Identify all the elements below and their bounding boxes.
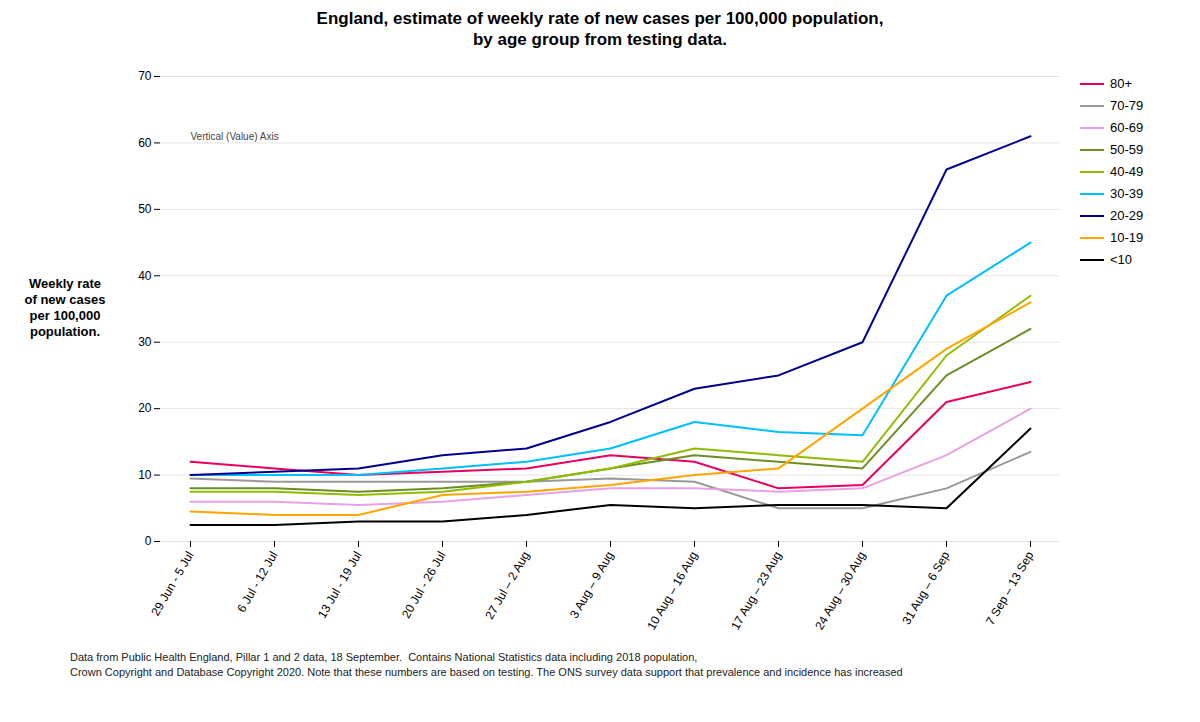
svg-text:10 Aug – 16 Aug: 10 Aug – 16 Aug [644,549,700,632]
svg-text:3 Aug – 9 Aug: 3 Aug – 9 Aug [567,549,616,621]
html-text:Weekly rate of new cases per 1: Weekly rate of new cases per 100,000 pop… [24,276,106,339]
svg-text:27 Jul – 2 Aug: 27 Jul – 2 Aug [482,549,532,622]
svg-text:6 Jul - 12 Jul: 6 Jul - 12 Jul [234,549,280,615]
html-text:60-69: 60-69 [1110,120,1144,135]
svg-text:24 Aug – 30 Aug: 24 Aug – 30 Aug [812,549,868,632]
svg-text:40: 40 [138,269,152,283]
svg-text:20 Jul - 26 Jul: 20 Jul - 26 Jul [399,549,448,621]
svg-text:30: 30 [138,335,152,349]
svg-text:20: 20 [138,401,152,415]
svg-text:60: 60 [138,136,152,150]
svg-text:31 Aug – 6 Sep: 31 Aug – 6 Sep [899,549,952,627]
html-text:England, estimate of weekly ra: England, estimate of weekly rate of new … [316,9,884,49]
html-text:70-79: 70-79 [1110,98,1144,113]
svg-text:29 Jun - 5 Jul: 29 Jun - 5 Jul [148,549,196,618]
svg-text:7 Sep – 13 Sep: 7 Sep – 13 Sep [983,549,1037,628]
svg-text:70: 70 [138,69,152,83]
svg-text:13 Jul - 19 Jul: 13 Jul - 19 Jul [315,549,364,621]
svg-text:Vertical (Value) Axis: Vertical (Value) Axis [191,131,279,142]
html-text:40-49: 40-49 [1110,164,1144,179]
html-text:80+: 80+ [1110,76,1133,91]
svg-text:0: 0 [145,534,152,548]
svg-text:10: 10 [138,468,152,482]
svg-text:50: 50 [138,202,152,216]
svg-text:17 Aug – 23 Aug: 17 Aug – 23 Aug [728,549,784,632]
html-text:20-29: 20-29 [1110,208,1144,223]
html-text:Crown Copyright and Database C: Crown Copyright and Database Copyright 2… [70,666,903,678]
html-text:50-59: 50-59 [1110,142,1144,157]
html-text:30-39: 30-39 [1110,186,1144,201]
html-text:10-19: 10-19 [1110,230,1144,245]
html-text:Data from Public Health Englan: Data from Public Health England, Pillar … [70,651,698,663]
html-text:<10: <10 [1110,252,1133,267]
